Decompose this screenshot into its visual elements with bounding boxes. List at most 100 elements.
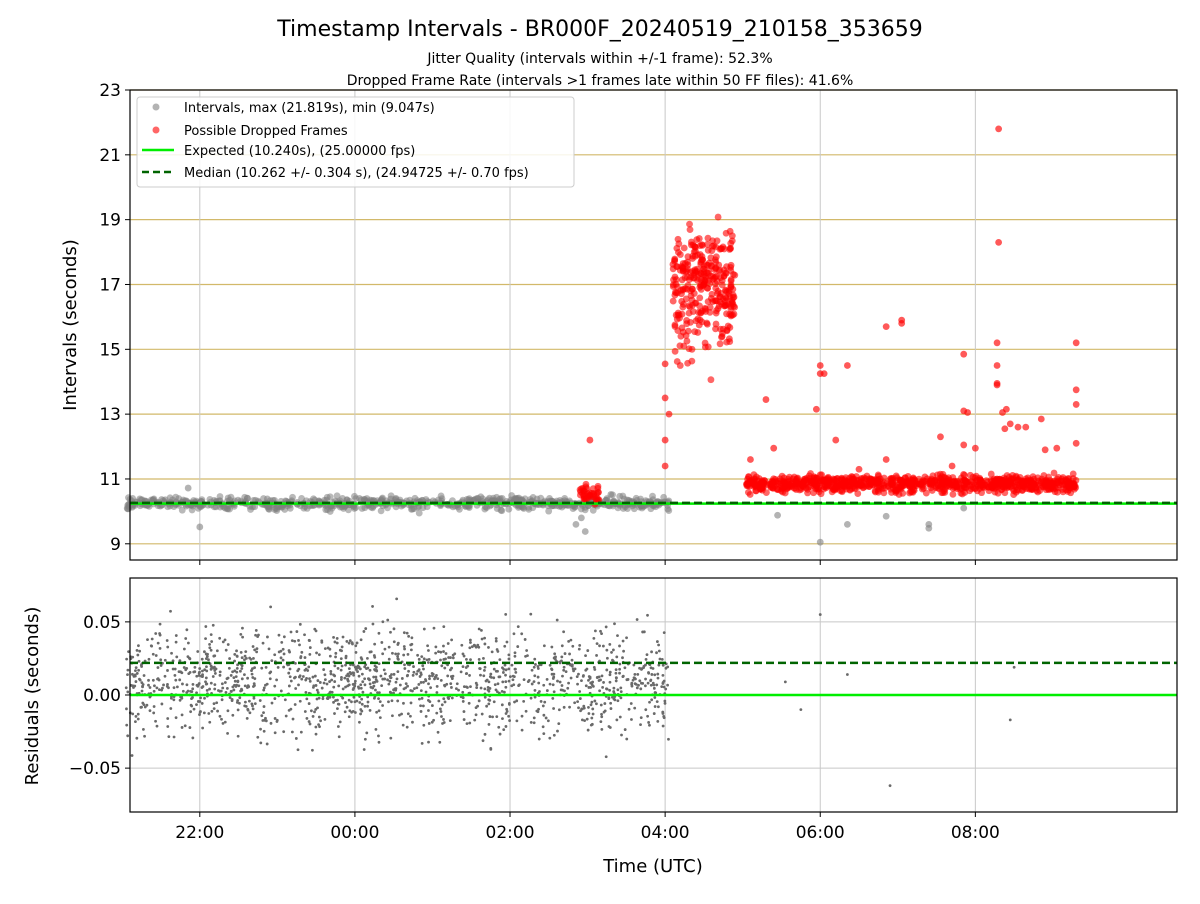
residual-point xyxy=(461,690,465,694)
residual-point xyxy=(378,716,382,720)
residual-point xyxy=(214,667,218,671)
residual-point xyxy=(524,709,528,713)
interval-point xyxy=(581,503,589,511)
residual-point xyxy=(389,676,393,680)
residual-point xyxy=(151,678,155,682)
residual-point xyxy=(564,670,568,673)
residual-point xyxy=(507,667,511,671)
residual-point xyxy=(577,647,581,651)
residual-point xyxy=(368,678,371,682)
dropped-frame-point xyxy=(1059,488,1067,496)
residual-point xyxy=(612,648,615,652)
residual-point xyxy=(587,712,591,715)
residual-point xyxy=(165,639,169,642)
residual-point xyxy=(379,674,383,678)
x-tick-label: 06:00 xyxy=(796,823,845,843)
residual-point xyxy=(134,669,137,672)
residual-point xyxy=(229,674,233,677)
dropped-frame-point xyxy=(665,410,673,418)
residual-point xyxy=(228,657,232,660)
dropped-frame-point xyxy=(684,359,692,367)
residual-point xyxy=(253,677,257,681)
dropped-frame-point xyxy=(696,294,704,302)
residual-point xyxy=(481,739,485,743)
dropped-frame-point xyxy=(714,305,722,313)
residual-point xyxy=(330,690,334,694)
residual-point xyxy=(283,698,287,702)
residual-point xyxy=(639,687,643,691)
residual-point xyxy=(427,709,430,712)
residual-point xyxy=(157,688,161,692)
residual-point xyxy=(507,702,511,705)
residual-point xyxy=(332,685,336,689)
residual-point xyxy=(599,720,603,724)
residual-point xyxy=(507,657,511,661)
residual-point xyxy=(375,710,379,714)
residual-point xyxy=(170,651,173,655)
dropped-frame-point xyxy=(594,484,602,492)
residual-point xyxy=(658,657,662,661)
residual-point xyxy=(542,644,546,648)
residual-point xyxy=(620,733,623,737)
residual-point xyxy=(605,668,609,672)
residual-point xyxy=(356,670,359,673)
residual-point xyxy=(453,652,457,656)
residual-point xyxy=(495,648,499,651)
residual-point xyxy=(417,657,421,661)
dropped-frame-point xyxy=(995,125,1003,133)
residual-point xyxy=(663,699,667,703)
residual-point xyxy=(558,661,562,665)
residual-point xyxy=(510,684,514,688)
residual-point xyxy=(541,704,545,708)
residual-point xyxy=(218,636,222,640)
residual-point xyxy=(600,728,604,731)
dropped-frame-point xyxy=(583,495,591,502)
residual-point xyxy=(533,674,537,678)
residual-point xyxy=(636,673,640,676)
residual-point xyxy=(361,680,365,684)
residual-point xyxy=(191,736,195,740)
dropped-frame-point xyxy=(743,480,750,488)
residual-point xyxy=(621,656,624,660)
residual-point xyxy=(402,701,405,705)
residual-point xyxy=(205,665,208,669)
dropped-frame-point xyxy=(762,489,770,497)
dropped-frame-point xyxy=(695,235,703,242)
dropped-frame-point xyxy=(1016,480,1024,487)
residual-point xyxy=(562,668,566,672)
residual-point xyxy=(560,644,564,648)
residual-point xyxy=(530,682,534,686)
residual-point xyxy=(633,706,637,710)
residual-point xyxy=(599,703,603,707)
residual-point xyxy=(353,682,357,685)
residual-point xyxy=(298,699,302,703)
interval-point xyxy=(581,528,589,535)
residual-point xyxy=(311,748,314,752)
residual-point xyxy=(422,680,425,684)
residual-point xyxy=(154,654,158,657)
residual-point xyxy=(468,638,472,642)
residual-point xyxy=(520,728,524,732)
residual-point xyxy=(281,658,285,662)
residual-point xyxy=(243,654,247,658)
residual-point xyxy=(239,651,243,654)
residual-point xyxy=(213,654,217,658)
dropped-frame-point xyxy=(746,491,754,498)
residual-point xyxy=(291,717,295,721)
residual-point xyxy=(444,657,447,661)
residual-point xyxy=(333,674,337,678)
residual-point xyxy=(607,696,611,700)
dropped-frame-point xyxy=(937,476,945,484)
residual-point xyxy=(507,653,511,657)
residual-point xyxy=(661,681,665,684)
residual-point xyxy=(191,687,195,691)
residual-point xyxy=(655,700,659,704)
x-tick-label: 08:00 xyxy=(951,823,1000,843)
residual-point xyxy=(621,639,625,643)
residual-point xyxy=(520,714,524,718)
residual-point xyxy=(657,663,661,667)
residual-point xyxy=(580,679,583,683)
residual-point xyxy=(146,638,149,642)
residual-point xyxy=(359,708,363,711)
y-tick-label-main: 15 xyxy=(99,340,121,360)
